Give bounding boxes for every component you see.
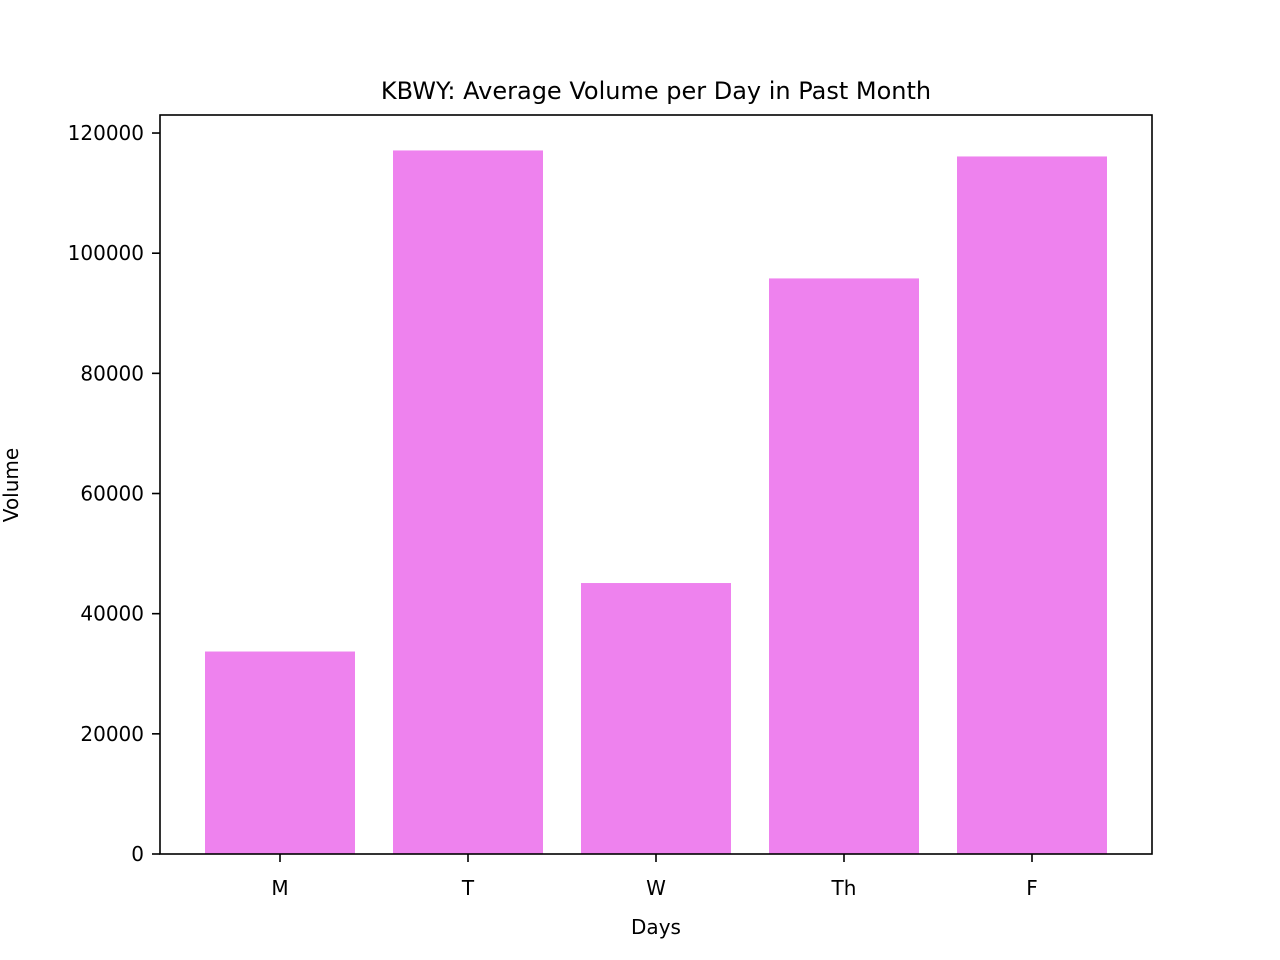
y-axis: 0 20000 40000 60000 80000 100000 120000: [68, 121, 160, 866]
y-tick-label: 0: [131, 842, 144, 866]
y-tick-label: 20000: [80, 722, 144, 746]
x-tick-label: W: [646, 876, 666, 900]
y-tick-label: 60000: [80, 482, 144, 506]
y-tick-label: 120000: [68, 121, 144, 145]
chart-title: KBWY: Average Volume per Day in Past Mon…: [381, 77, 931, 105]
bar-t: [393, 150, 543, 854]
y-tick-label: 40000: [80, 602, 144, 626]
x-axis: M T W Th F: [271, 854, 1038, 900]
y-axis-label: Volume: [0, 448, 23, 522]
x-tick-label: T: [461, 876, 475, 900]
x-tick-label: F: [1026, 876, 1038, 900]
x-tick-label: Th: [831, 876, 857, 900]
bar-th: [769, 278, 919, 854]
x-tick-label: M: [271, 876, 288, 900]
x-axis-label: Days: [631, 915, 681, 939]
bar-f: [957, 156, 1107, 854]
bar-m: [205, 651, 355, 854]
bar-w: [581, 583, 731, 854]
bars-layer: [205, 150, 1107, 854]
y-tick-label: 80000: [80, 361, 144, 385]
y-tick-label: 100000: [68, 241, 144, 265]
plot-frame: [159, 114, 1153, 855]
